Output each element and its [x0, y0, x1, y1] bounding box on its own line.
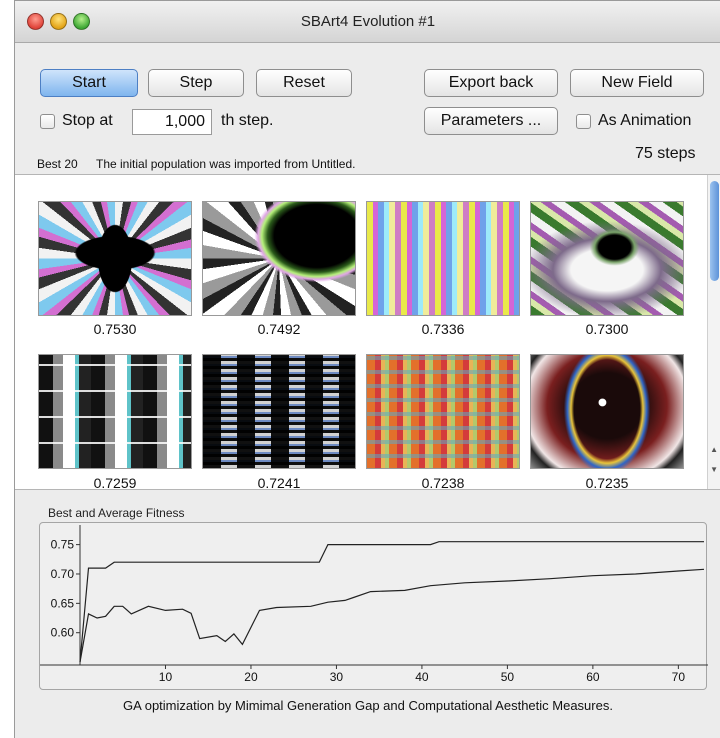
- fitness-chart-svg: 0.60 0.65 0.70 0.75 10 20 30 40 50 60 70: [40, 523, 708, 691]
- as-animation-checkbox[interactable]: [576, 114, 591, 129]
- chart-title: Best and Average Fitness: [48, 506, 185, 520]
- fitness-label: 0.7336: [366, 321, 520, 337]
- fitness-label: 0.7235: [530, 475, 684, 490]
- individual-image[interactable]: [38, 201, 192, 316]
- y-tick-label: 0.75: [51, 538, 75, 552]
- individual-image[interactable]: [366, 354, 520, 469]
- individual-image[interactable]: [202, 201, 356, 316]
- window-title: SBArt4 Evolution #1: [15, 13, 720, 30]
- best-count-label: Best 20: [37, 157, 78, 171]
- x-tick-label: 70: [672, 670, 686, 684]
- scrollbar-thumb[interactable]: [710, 181, 719, 281]
- steps-readout: 75 steps: [635, 145, 695, 163]
- fitness-label: 0.7241: [202, 475, 356, 490]
- x-tick-label: 50: [501, 670, 515, 684]
- x-tick-label: 10: [159, 670, 173, 684]
- footer-caption: GA optimization by Mimimal Generation Ga…: [15, 698, 720, 713]
- fitness-label: 0.7259: [38, 475, 192, 490]
- individual-image[interactable]: [202, 354, 356, 469]
- x-tick-label: 30: [330, 670, 344, 684]
- individual-image[interactable]: [38, 354, 192, 469]
- fitness-label: 0.7492: [202, 321, 356, 337]
- parameters-button[interactable]: Parameters ...: [424, 107, 558, 135]
- new-field-button[interactable]: New Field: [570, 69, 704, 97]
- population-gallery[interactable]: 0.7530 0.7492 0.7336 0.7300 0.7259 0.724…: [15, 174, 720, 490]
- y-tick-label: 0.60: [51, 626, 75, 640]
- y-tick-label: 0.65: [51, 596, 75, 610]
- x-tick-label: 60: [586, 670, 600, 684]
- th-step-label: th step.: [221, 112, 273, 130]
- step-button[interactable]: Step: [148, 69, 244, 97]
- x-tick-label: 20: [244, 670, 258, 684]
- reset-button[interactable]: Reset: [256, 69, 352, 97]
- stop-at-checkbox[interactable]: [40, 114, 55, 129]
- fitness-label: 0.7300: [530, 321, 684, 337]
- fitness-label: 0.7530: [38, 321, 192, 337]
- as-animation-label: As Animation: [598, 112, 691, 130]
- start-button[interactable]: Start: [40, 69, 138, 97]
- fitness-chart: 0.60 0.65 0.70 0.75 10 20 30 40 50 60 70: [39, 522, 707, 690]
- gallery-scrollbar[interactable]: ▲ ▼: [707, 175, 720, 489]
- title-bar[interactable]: SBArt4 Evolution #1: [15, 1, 720, 43]
- export-back-button[interactable]: Export back: [424, 69, 558, 97]
- x-tick-label: 40: [415, 670, 429, 684]
- evolution-window: SBArt4 Evolution #1 Start Step Reset Exp…: [14, 0, 720, 738]
- individual-image[interactable]: [366, 201, 520, 316]
- status-message: The initial population was imported from…: [96, 157, 355, 171]
- fitness-label: 0.7238: [366, 475, 520, 490]
- stop-at-label: Stop at: [62, 112, 113, 130]
- average-fitness-line: [80, 569, 704, 662]
- y-tick-label: 0.70: [51, 567, 75, 581]
- stop-step-input[interactable]: 1,000: [132, 109, 212, 135]
- scroll-down-arrow-icon[interactable]: ▼: [710, 465, 718, 474]
- individual-image[interactable]: [530, 354, 684, 469]
- individual-image[interactable]: [530, 201, 684, 316]
- best-fitness-line: [80, 542, 704, 662]
- scroll-up-arrow-icon[interactable]: ▲: [710, 445, 718, 454]
